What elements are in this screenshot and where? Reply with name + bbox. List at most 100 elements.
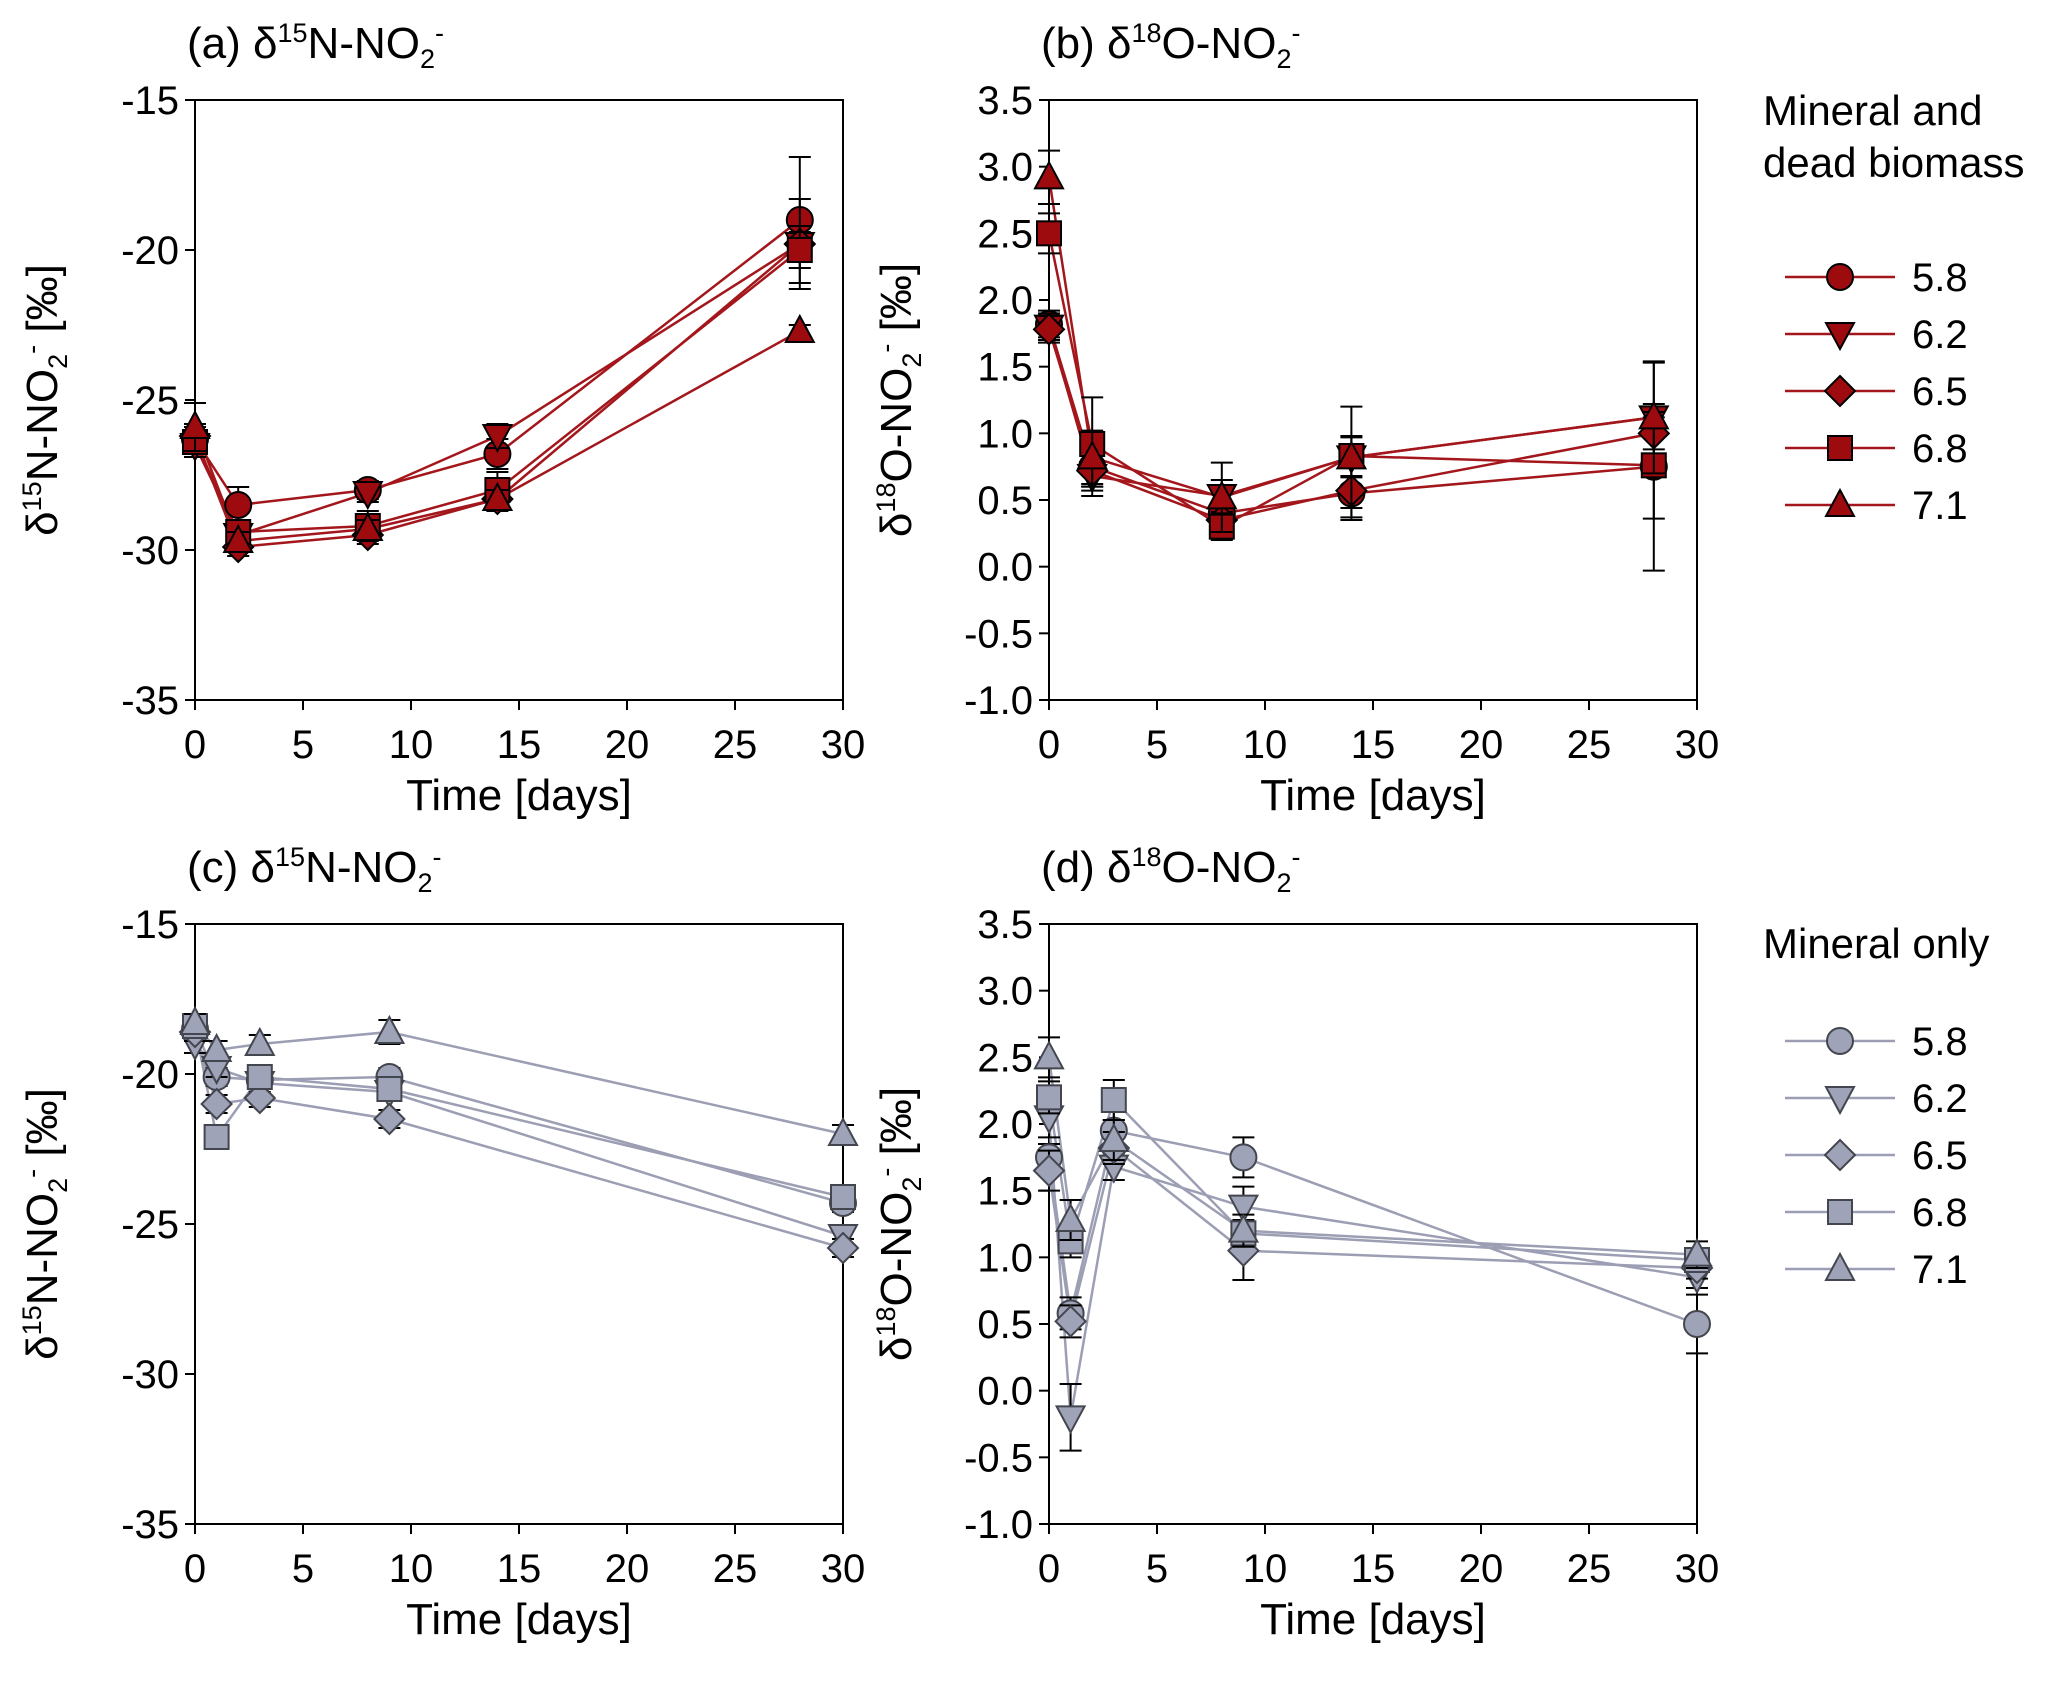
data-point [1227,1213,1260,1243]
panel-title-prefix: (b) [1041,19,1107,68]
data-point [1032,312,1066,346]
data-point [481,481,514,511]
x-tick-label: 5 [1146,1547,1168,1591]
y-tick-label: 2.0 [977,1103,1033,1147]
data-point [243,1081,277,1115]
y-tick-label: 1.5 [977,1170,1033,1214]
data-point [1100,1087,1127,1113]
legend-entry-5.8: 5.8 [1785,256,1968,300]
x-tick-label: 15 [1351,1547,1396,1591]
data-point [1683,1310,1711,1338]
panel-title-species: N-NO [305,843,417,892]
data-point [1054,1202,1087,1232]
y-title-delta: δ [18,511,67,536]
x-tick-label: 25 [1567,723,1612,767]
x-tick-label: 30 [821,723,866,767]
x-tick-label: 5 [1146,723,1168,767]
y-title-sub: 2 [897,1177,927,1192]
y-title-species: O-NO [872,1192,921,1307]
x-tick-label: 0 [1038,723,1060,767]
data-point [372,1102,406,1136]
y-tick-label: -20 [121,1053,179,1097]
y-tick-label: 1.5 [977,346,1033,390]
data-point [1036,220,1062,247]
panel-title-sub: 2 [1276,868,1291,898]
series-5.8-points [181,156,814,524]
x-tick-label: 10 [1243,1547,1288,1591]
series-6.5-points [178,1015,860,1265]
panel-title-prefix: (a) [187,19,253,68]
plot-frame [1048,99,1698,701]
legend-label: 6.2 [1912,1077,1968,1121]
panel-title-delta: δ [1107,19,1132,68]
y-tick-label: 1.0 [977,412,1033,456]
data-point [1229,1143,1258,1172]
panel-title: (c) δ15N-NO2- [187,842,442,898]
data-point [373,1014,406,1044]
y-tick-label: 2.0 [977,279,1033,323]
data-point [784,313,816,343]
y-tick-label: -30 [121,1353,179,1397]
y-tick-label: -25 [121,1203,179,1247]
x-axis-title: Time [days] [406,1595,632,1644]
legend-marker [1824,487,1856,517]
series-6.5-points [1032,1131,1714,1339]
series-6.8 [1047,1097,1698,1262]
plot-frame [1048,923,1698,1525]
y-axis-title: δ18O-NO2- [‰] [871,1087,927,1361]
x-tick-label: 0 [184,1547,206,1591]
y-tick-label: -20 [121,229,179,273]
series-6.5-points [178,225,817,564]
y-axis-title: δ15N-NO2- [‰] [17,1088,73,1360]
x-tick-label: 10 [389,1547,434,1591]
legend-label: 6.8 [1912,427,1968,471]
y-title-charge: - [871,344,901,353]
legend-entry-7.1: 7.1 [1785,484,1968,528]
series-line [1047,1057,1698,1256]
panel-title-delta: δ [251,843,276,892]
data-point [826,1231,860,1265]
x-tick-label: 0 [1038,1547,1060,1591]
x-tick-label: 15 [1351,723,1396,767]
y-title-unit: [‰] [18,1088,67,1169]
legend-entry-5.8: 5.8 [1785,1020,1968,1064]
legend-label: 5.8 [1912,256,1968,300]
y-tick-label: 3.0 [977,146,1033,190]
y-title-delta: δ [18,1335,67,1360]
data-point [830,1184,856,1210]
data-point [1054,1405,1087,1435]
legend-label: 7.1 [1912,1248,1968,1292]
panel-title: (b) δ18O-NO2- [1041,18,1300,74]
data-point [352,481,384,511]
data-point [1032,1154,1066,1188]
data-point [1681,1237,1713,1267]
panel-title-species: O-NO [1162,843,1277,892]
y-tick-label: 2.5 [977,1036,1033,1080]
y-title-sub: 2 [43,354,73,369]
data-point [200,1087,234,1121]
y-title-species: O-NO [872,368,921,483]
panel-title-species: O-NO [1162,19,1277,68]
y-title-sub: 2 [897,353,927,368]
data-point [352,511,384,541]
data-point [1036,1084,1062,1111]
legend-title: dead biomass [1763,139,2025,186]
y-title-species: N-NO [18,369,67,481]
y-title-delta: δ [872,513,921,538]
panel-title-mass: 18 [1132,842,1162,872]
series-6.8-points [182,1013,856,1210]
y-title-delta: δ [872,1337,921,1362]
x-tick-label: 10 [389,723,434,767]
y-title-unit: [‰] [18,264,67,345]
x-tick-label: 25 [713,723,758,767]
panel-title-prefix: (d) [1041,843,1107,892]
y-tick-label: -1.0 [964,679,1033,723]
x-tick-label: 20 [1459,723,1504,767]
data-point [376,1076,403,1102]
x-tick-label: 5 [292,1547,314,1591]
legend-label: 7.1 [1912,484,1968,528]
panel-title-charge: - [435,18,444,48]
legend-entry-6.2: 6.2 [1785,313,1968,357]
series-line [193,1028,844,1205]
